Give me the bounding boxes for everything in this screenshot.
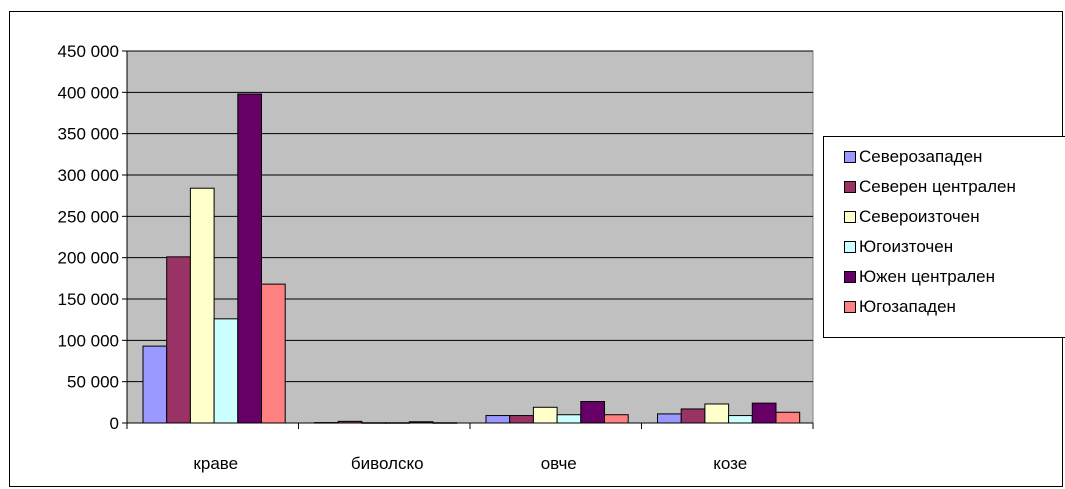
legend-swatch: [844, 301, 856, 313]
y-tick-label: 350 000: [58, 125, 119, 144]
legend-swatch: [844, 211, 856, 223]
y-tick-label: 100 000: [58, 331, 119, 350]
y-tick-label: 300 000: [58, 166, 119, 185]
bar-Югозападен: [775, 411, 801, 424]
legend-item: Южен централен: [844, 265, 995, 289]
legend-item: Североизточен: [844, 205, 980, 229]
bar-Североизточен: [532, 406, 558, 424]
legend-label: Южен централен: [859, 267, 995, 286]
y-tick-label: 0: [110, 414, 119, 433]
y-tick-label: 200 000: [58, 249, 119, 268]
y-tick-label: 450 000: [58, 42, 119, 61]
bar-Северозападен: [142, 345, 168, 424]
bar-Северен централен: [337, 420, 363, 424]
bar-Северозападен: [657, 413, 682, 424]
bar-Северозападен: [314, 422, 339, 424]
bar-Югозападен: [604, 414, 629, 424]
x-tick-label: козе: [713, 454, 747, 473]
legend-item: Северозападен: [844, 145, 982, 169]
bar-Южен централен: [580, 401, 605, 424]
bar-Югоизточен: [728, 415, 753, 424]
x-tick-label: биволско: [351, 454, 424, 473]
bar-Югоизточен: [385, 422, 410, 424]
legend-label: Северен централен: [859, 177, 1016, 196]
legend-swatch: [844, 241, 856, 253]
bar-chart: 0 50 000 100 000 150 000 200 000 250 000 300 0…: [58, 42, 814, 473]
bar-Югозападен: [432, 422, 458, 424]
y-tick-label: 250 000: [58, 207, 119, 226]
legend-label: Югоизточен: [859, 237, 954, 256]
legend-item: Югозападен: [844, 295, 956, 319]
y-tick-label: 150 000: [58, 290, 119, 309]
bar-Североизточен: [361, 422, 387, 424]
bar-Североизточен: [704, 403, 730, 424]
bar-Южен централен: [751, 402, 777, 424]
legend-swatch: [844, 151, 856, 163]
legend-item: Северен централен: [844, 175, 1016, 199]
legend-item: Югоизточен: [844, 235, 953, 259]
x-tick-label: овче: [541, 454, 577, 473]
bar-Южен централен: [408, 421, 434, 424]
bar-Северен централен: [680, 408, 706, 424]
y-tick-label: 400 000: [58, 83, 119, 102]
legend-swatch: [844, 181, 856, 193]
legend-label: Северозападен: [859, 147, 983, 166]
bar-Югоизточен: [556, 414, 582, 424]
legend-swatch: [844, 271, 856, 283]
bar-Североизточен: [189, 187, 215, 424]
y-tick-label: 50 000: [67, 373, 119, 392]
x-tick-label: краве: [193, 454, 238, 473]
bar-Северен централен: [166, 256, 191, 424]
legend-label: Североизточен: [859, 207, 980, 226]
legend-label: Югозападен: [859, 297, 956, 316]
bar-Северен централен: [509, 415, 534, 424]
legend: Северозападен Северен централен Североизто…: [823, 136, 1065, 338]
bar-Югозападен: [261, 283, 286, 424]
bar-Югоизточен: [213, 318, 239, 424]
bar-Южен централен: [237, 93, 263, 424]
bar-Северозападен: [485, 415, 511, 424]
